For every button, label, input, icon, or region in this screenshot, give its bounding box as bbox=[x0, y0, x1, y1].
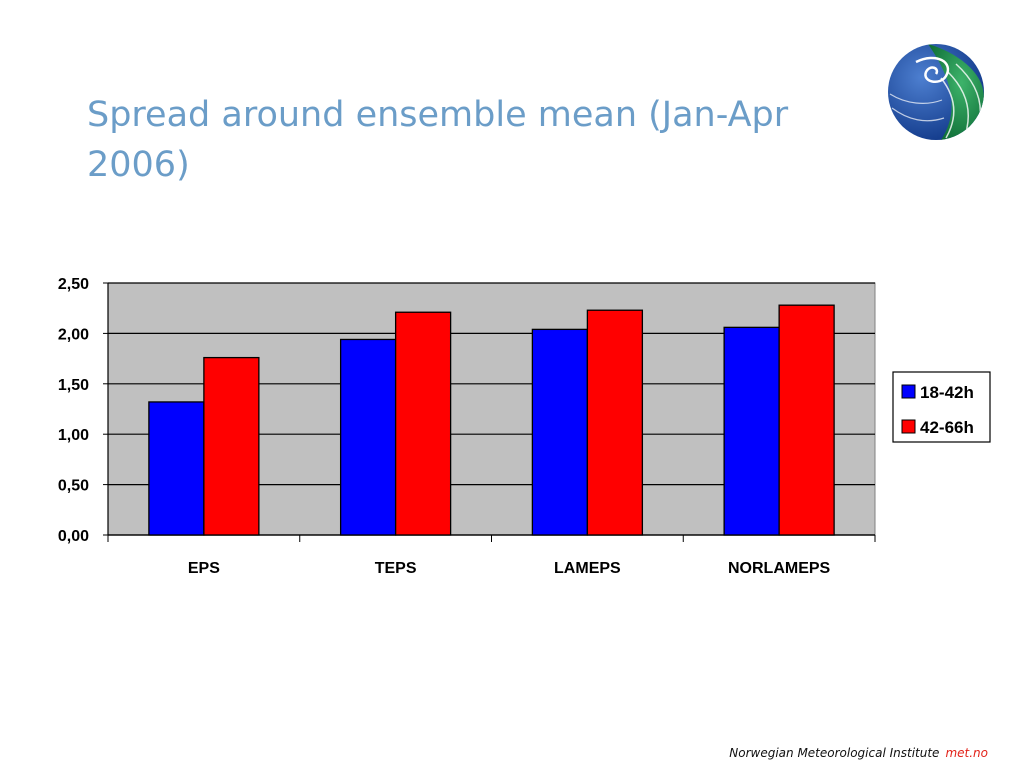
bar-18-42h-LAMEPS bbox=[531, 328, 589, 536]
x-tick-label: TEPS bbox=[375, 560, 417, 577]
bar-42-66h-NORLAMEPS bbox=[778, 304, 835, 536]
legend-swatch bbox=[901, 419, 916, 434]
bar-18-42h-TEPS bbox=[339, 338, 397, 536]
slide-title: Spread around ensemble mean (Jan-Apr 200… bbox=[87, 95, 789, 185]
legend-label: 18-42h bbox=[920, 383, 974, 402]
footer-brand: met.no bbox=[945, 746, 988, 760]
footer-institute: Norwegian Meteorological Institute bbox=[729, 746, 940, 760]
x-tick-label: NORLAMEPS bbox=[728, 560, 831, 577]
footer: Norwegian Meteorological Institute met.no bbox=[729, 746, 988, 760]
met-no-globe-logo-icon bbox=[888, 44, 984, 140]
x-tick-label: EPS bbox=[188, 560, 220, 577]
y-tick-label: 1,00 bbox=[58, 427, 89, 444]
y-tick-label: 0,00 bbox=[58, 528, 89, 545]
x-tick-label: LAMEPS bbox=[554, 560, 621, 577]
bar-18-42h-NORLAMEPS bbox=[723, 326, 780, 536]
bar-42-66h-LAMEPS bbox=[586, 309, 644, 536]
bar-18-42h-EPS bbox=[148, 401, 205, 536]
y-tick-label: 1,50 bbox=[58, 377, 89, 394]
legend-swatch bbox=[901, 384, 916, 399]
y-tick-label: 2,50 bbox=[58, 276, 89, 293]
y-tick-label: 2,00 bbox=[58, 326, 89, 343]
legend-label: 42-66h bbox=[920, 418, 974, 437]
bar-42-66h-TEPS bbox=[394, 311, 452, 536]
bar-42-66h-EPS bbox=[203, 356, 260, 536]
y-tick-label: 0,50 bbox=[58, 478, 89, 495]
